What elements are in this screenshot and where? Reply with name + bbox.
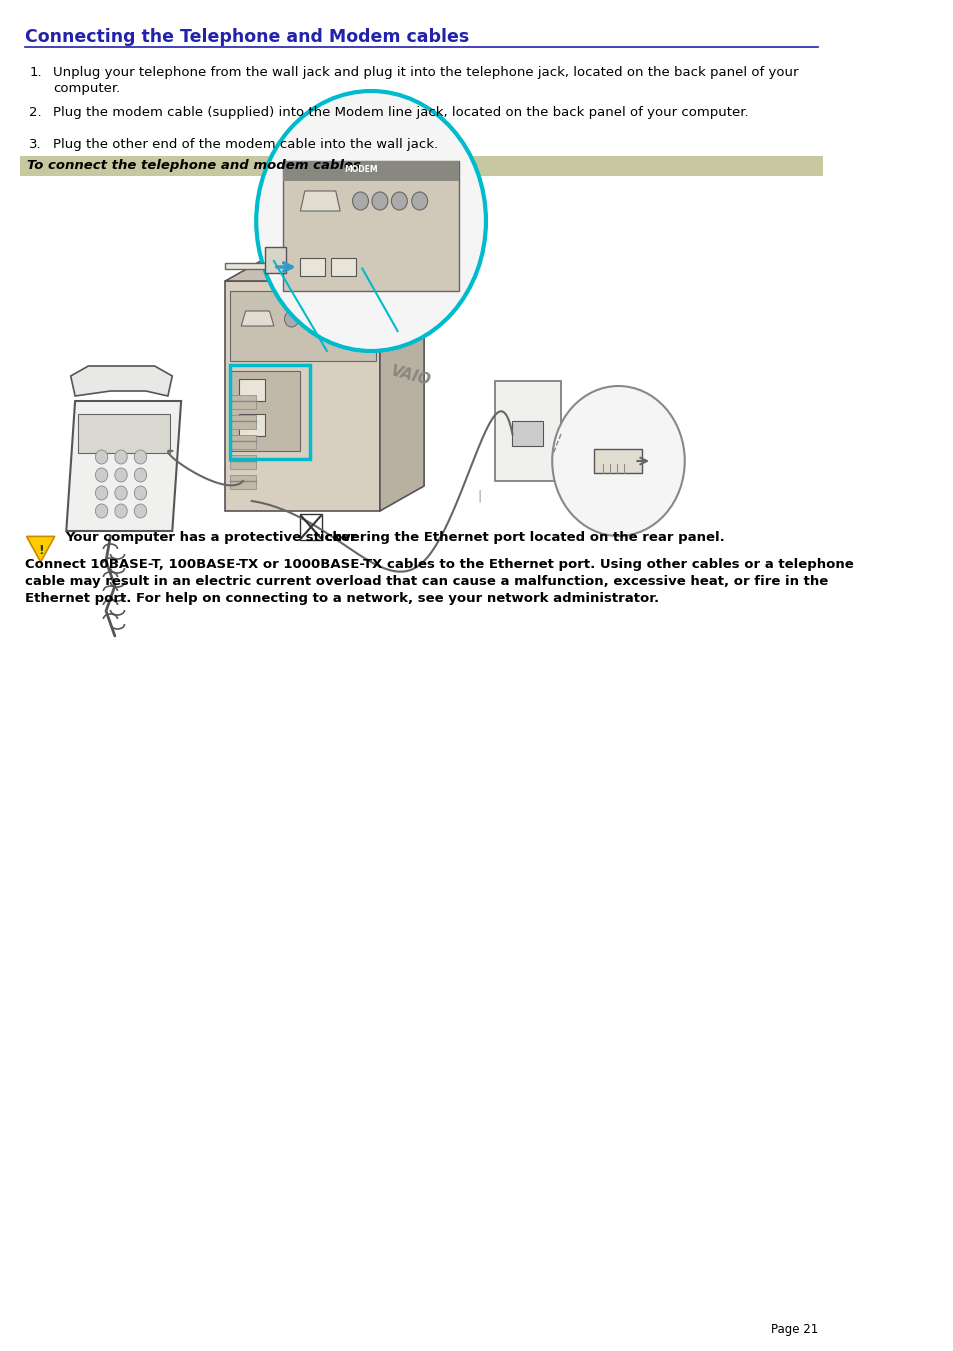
- Circle shape: [552, 386, 684, 536]
- FancyBboxPatch shape: [282, 161, 459, 290]
- FancyBboxPatch shape: [230, 476, 256, 489]
- Circle shape: [256, 91, 485, 351]
- Text: Connect 10BASE-T, 100BASE-TX or 1000BASE-TX cables to the Ethernet port. Using o: Connect 10BASE-T, 100BASE-TX or 1000BASE…: [25, 558, 853, 571]
- Polygon shape: [27, 536, 54, 562]
- Text: 1.: 1.: [30, 66, 42, 78]
- FancyBboxPatch shape: [300, 258, 325, 276]
- FancyBboxPatch shape: [230, 435, 256, 449]
- FancyBboxPatch shape: [20, 155, 821, 176]
- Polygon shape: [225, 263, 269, 269]
- Polygon shape: [225, 255, 424, 281]
- Text: VAIO: VAIO: [389, 363, 433, 389]
- Polygon shape: [379, 255, 424, 511]
- Text: |: |: [476, 489, 481, 503]
- Circle shape: [302, 311, 316, 327]
- FancyBboxPatch shape: [230, 394, 256, 409]
- Circle shape: [134, 486, 147, 500]
- Text: Page 21: Page 21: [770, 1323, 818, 1336]
- Circle shape: [319, 311, 334, 327]
- FancyBboxPatch shape: [495, 381, 560, 481]
- Circle shape: [114, 450, 127, 463]
- Circle shape: [284, 311, 298, 327]
- Text: Unplug your telephone from the wall jack and plug it into the telephone jack, lo: Unplug your telephone from the wall jack…: [53, 66, 798, 78]
- FancyBboxPatch shape: [265, 247, 286, 273]
- FancyBboxPatch shape: [230, 415, 256, 430]
- Circle shape: [114, 486, 127, 500]
- Circle shape: [412, 192, 427, 209]
- Polygon shape: [225, 281, 379, 511]
- Circle shape: [114, 504, 127, 517]
- Polygon shape: [71, 366, 172, 396]
- Text: 3.: 3.: [30, 138, 42, 151]
- Text: !: !: [38, 543, 44, 557]
- Circle shape: [372, 192, 388, 209]
- Text: 2.: 2.: [30, 105, 42, 119]
- Circle shape: [134, 450, 147, 463]
- FancyBboxPatch shape: [230, 372, 300, 451]
- Circle shape: [95, 467, 108, 482]
- FancyBboxPatch shape: [593, 449, 641, 473]
- Circle shape: [95, 486, 108, 500]
- FancyBboxPatch shape: [230, 290, 375, 361]
- Circle shape: [353, 192, 368, 209]
- Text: MODEM: MODEM: [344, 165, 377, 173]
- Text: Plug the modem cable (supplied) into the Modem line jack, located on the back pa: Plug the modem cable (supplied) into the…: [53, 105, 748, 119]
- Text: computer.: computer.: [53, 82, 120, 95]
- Text: covering the Ethernet port located on the rear panel.: covering the Ethernet port located on th…: [325, 531, 724, 544]
- Polygon shape: [66, 401, 181, 531]
- Text: Connecting the Telephone and Modem cables: Connecting the Telephone and Modem cable…: [25, 28, 469, 46]
- Circle shape: [95, 504, 108, 517]
- FancyBboxPatch shape: [238, 413, 265, 436]
- Text: To connect the telephone and modem cables: To connect the telephone and modem cable…: [27, 158, 360, 172]
- Text: Ethernet port. For help on connecting to a network, see your network administrat: Ethernet port. For help on connecting to…: [25, 592, 659, 605]
- Polygon shape: [300, 190, 340, 211]
- Text: Plug the other end of the modem cable into the wall jack.: Plug the other end of the modem cable in…: [53, 138, 437, 151]
- Polygon shape: [241, 311, 274, 326]
- Circle shape: [134, 467, 147, 482]
- Circle shape: [337, 311, 352, 327]
- Circle shape: [114, 467, 127, 482]
- FancyBboxPatch shape: [282, 161, 459, 181]
- Circle shape: [391, 192, 407, 209]
- Text: cable may result in an electric current overload that can cause a malfunction, e: cable may result in an electric current …: [25, 576, 827, 588]
- FancyBboxPatch shape: [331, 258, 355, 276]
- Circle shape: [95, 450, 108, 463]
- FancyBboxPatch shape: [78, 413, 170, 453]
- FancyBboxPatch shape: [512, 422, 543, 446]
- FancyBboxPatch shape: [238, 380, 265, 401]
- Circle shape: [134, 504, 147, 517]
- Text: Your computer has a protective sticker: Your computer has a protective sticker: [66, 531, 356, 544]
- FancyBboxPatch shape: [230, 455, 256, 469]
